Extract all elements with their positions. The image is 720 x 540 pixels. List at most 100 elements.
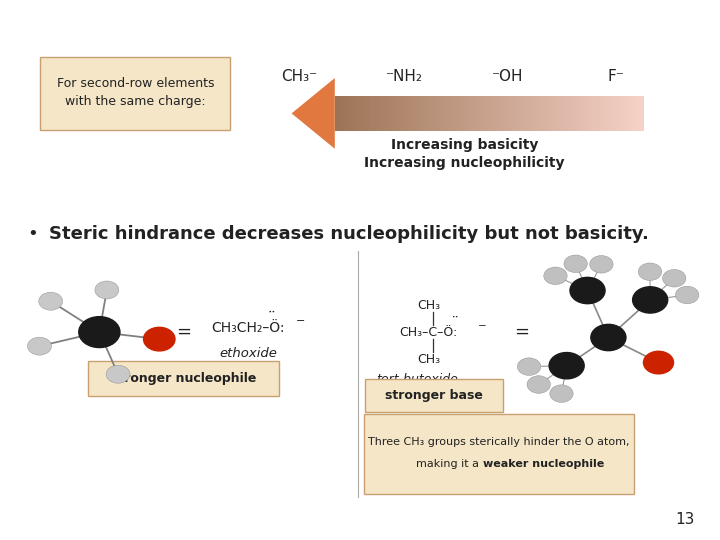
Polygon shape	[517, 96, 520, 131]
Polygon shape	[501, 96, 504, 131]
Circle shape	[143, 327, 175, 351]
Polygon shape	[395, 96, 397, 131]
Polygon shape	[593, 96, 595, 131]
Polygon shape	[512, 96, 514, 131]
Polygon shape	[462, 96, 465, 131]
Polygon shape	[410, 96, 413, 131]
Polygon shape	[465, 96, 467, 131]
Polygon shape	[366, 96, 369, 131]
Circle shape	[662, 269, 686, 287]
Polygon shape	[486, 96, 488, 131]
Circle shape	[518, 358, 541, 375]
Polygon shape	[348, 96, 351, 131]
Polygon shape	[475, 96, 478, 131]
Text: ⁻NH₂: ⁻NH₂	[386, 69, 423, 84]
Polygon shape	[423, 96, 426, 131]
Polygon shape	[343, 96, 345, 131]
Polygon shape	[608, 96, 611, 131]
Circle shape	[549, 353, 584, 379]
Text: stronger base: stronger base	[385, 389, 482, 402]
Polygon shape	[428, 96, 431, 131]
Polygon shape	[493, 96, 496, 131]
Polygon shape	[538, 96, 540, 131]
Circle shape	[527, 376, 550, 393]
Text: For second-row elements
with the same charge:: For second-row elements with the same ch…	[57, 77, 214, 109]
Text: CH₃: CH₃	[417, 353, 440, 366]
Circle shape	[590, 255, 613, 273]
Polygon shape	[457, 96, 459, 131]
Text: ⁻OH: ⁻OH	[492, 69, 523, 84]
Polygon shape	[454, 96, 457, 131]
Polygon shape	[580, 96, 582, 131]
Text: Increasing basicity
Increasing nucleophilicity: Increasing basicity Increasing nucleophi…	[364, 138, 564, 170]
Polygon shape	[400, 96, 402, 131]
Text: CH₃⁻: CH₃⁻	[281, 69, 317, 84]
Polygon shape	[379, 96, 382, 131]
Polygon shape	[382, 96, 384, 131]
Polygon shape	[467, 96, 470, 131]
FancyBboxPatch shape	[88, 361, 279, 396]
Text: weaker nucleophile: weaker nucleophile	[482, 459, 604, 469]
Polygon shape	[491, 96, 493, 131]
Polygon shape	[418, 96, 420, 131]
Polygon shape	[530, 96, 533, 131]
Polygon shape	[621, 96, 624, 131]
Polygon shape	[408, 96, 410, 131]
Circle shape	[675, 286, 699, 303]
Polygon shape	[624, 96, 626, 131]
Polygon shape	[335, 96, 338, 131]
Polygon shape	[359, 96, 361, 131]
Polygon shape	[402, 96, 405, 131]
Text: •: •	[27, 225, 38, 244]
Polygon shape	[431, 96, 433, 131]
Text: −: −	[478, 321, 487, 330]
Text: F⁻: F⁻	[607, 69, 624, 84]
Polygon shape	[606, 96, 608, 131]
Polygon shape	[436, 96, 439, 131]
Polygon shape	[569, 96, 572, 131]
Polygon shape	[405, 96, 408, 131]
Text: stronger nucleophile: stronger nucleophile	[111, 372, 256, 385]
Polygon shape	[420, 96, 423, 131]
Polygon shape	[433, 96, 436, 131]
Polygon shape	[345, 96, 348, 131]
Polygon shape	[446, 96, 449, 131]
Polygon shape	[340, 96, 343, 131]
Polygon shape	[353, 96, 356, 131]
Polygon shape	[504, 96, 506, 131]
Circle shape	[39, 292, 63, 310]
Circle shape	[570, 278, 605, 303]
Polygon shape	[369, 96, 372, 131]
Polygon shape	[616, 96, 618, 131]
Polygon shape	[364, 96, 366, 131]
Polygon shape	[374, 96, 377, 131]
Polygon shape	[548, 96, 551, 131]
Circle shape	[106, 365, 130, 383]
Polygon shape	[613, 96, 616, 131]
Polygon shape	[496, 96, 499, 131]
Text: CH₃CH₂–Ö:: CH₃CH₂–Ö:	[212, 321, 285, 335]
Circle shape	[633, 287, 667, 313]
Polygon shape	[543, 96, 546, 131]
Polygon shape	[611, 96, 613, 131]
FancyBboxPatch shape	[364, 414, 634, 494]
Polygon shape	[598, 96, 600, 131]
Polygon shape	[470, 96, 473, 131]
Polygon shape	[480, 96, 483, 131]
Polygon shape	[631, 96, 634, 131]
Text: .: .	[569, 459, 573, 469]
Polygon shape	[603, 96, 606, 131]
Polygon shape	[535, 96, 538, 131]
Polygon shape	[554, 96, 556, 131]
Polygon shape	[444, 96, 446, 131]
Polygon shape	[564, 96, 567, 131]
Text: 13: 13	[675, 511, 695, 526]
Polygon shape	[533, 96, 535, 131]
Polygon shape	[392, 96, 395, 131]
Polygon shape	[506, 96, 509, 131]
Polygon shape	[546, 96, 548, 131]
Circle shape	[638, 263, 662, 280]
Text: making it a: making it a	[415, 459, 482, 469]
Polygon shape	[441, 96, 444, 131]
Polygon shape	[551, 96, 554, 131]
